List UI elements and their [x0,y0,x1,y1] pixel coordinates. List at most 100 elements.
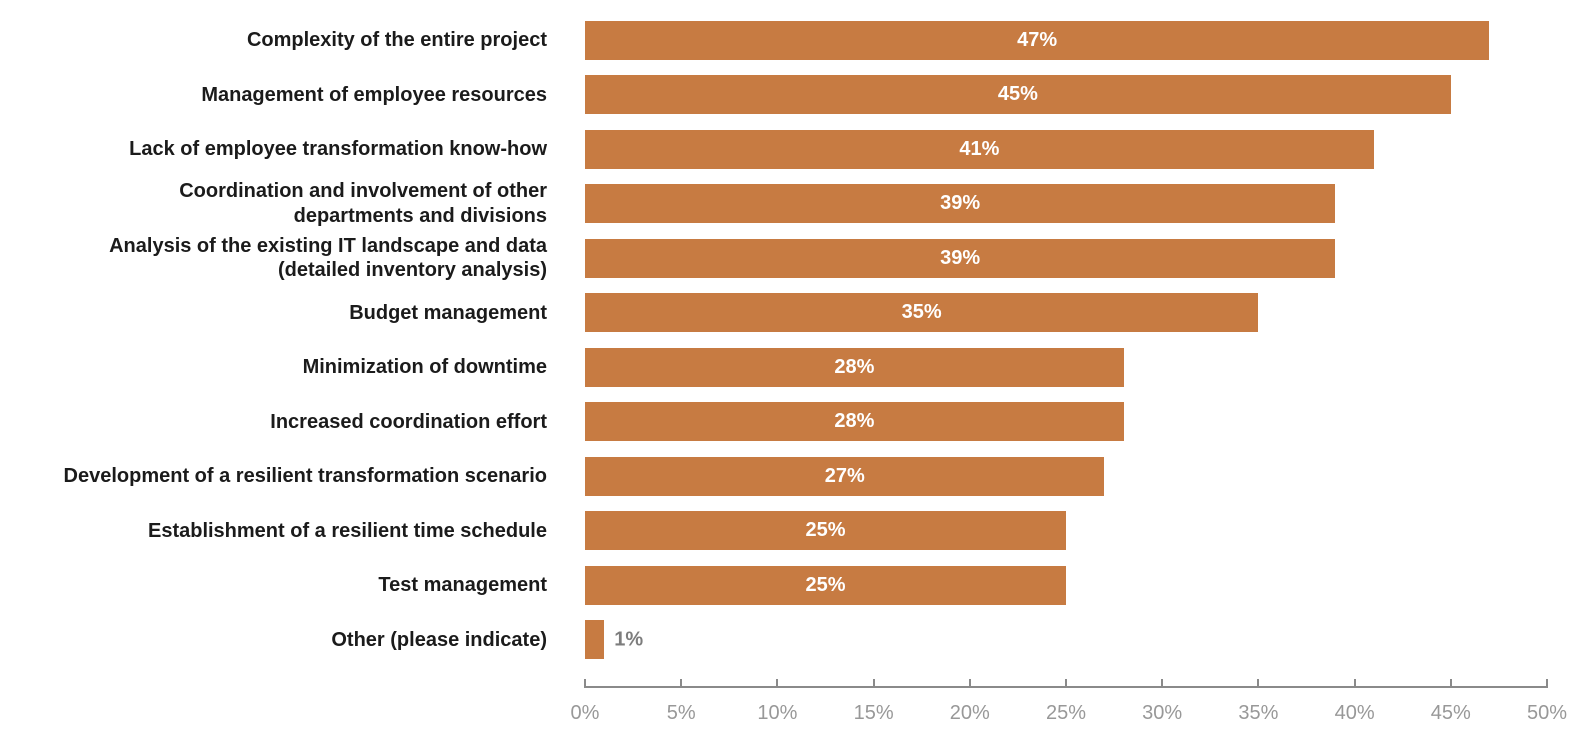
bar-track: 45% [585,75,1582,115]
bar-track: 28% [585,347,1582,387]
chart-row: Coordination and involvement of other dep… [0,177,1582,232]
bar: 39% [585,184,1336,224]
category-label: Analysis of the existing IT landscape an… [0,234,585,283]
value-label: 41% [959,137,1000,160]
bar: 47% [585,20,1490,60]
bar: 28% [585,347,1124,387]
x-axis-tick-label: 0% [570,702,600,724]
category-label-line: Management of employee resources [201,83,547,106]
category-label-line: Other (please indicate) [331,628,547,651]
bar-track: 39% [585,238,1582,278]
x-axis-tick [1257,679,1260,688]
bar-track: 39% [585,184,1582,224]
x-axis-tick-label: 10% [757,702,798,724]
category-label: Development of a resilient transformatio… [0,464,585,488]
value-label: 47% [1017,28,1058,51]
bar: 45% [585,75,1451,115]
category-label-line: Coordination and involvement of other [179,180,547,203]
category-label-line: (detailed inventory analysis) [278,259,547,282]
x-axis-tick-label: 45% [1430,702,1471,724]
bar-track: 25% [585,511,1582,551]
bar-track: 25% [585,565,1582,605]
category-label-line: departments and divisions [293,204,547,227]
category-label-line: Complexity of the entire project [246,29,547,52]
chart-row: Other (please indicate) 1% [0,613,1582,668]
bar: 27% [585,456,1105,496]
chart-row: Management of employee resources 45% [0,68,1582,123]
x-axis-tick-label: 50% [1526,702,1568,724]
chart-row: Complexity of the entire project 47% [0,13,1582,68]
category-label-line: Test management [378,574,547,597]
value-label: 39% [940,192,981,215]
chart-row: Budget management 35% [0,286,1582,341]
chart-row: Analysis of the existing IT landscape an… [0,231,1582,286]
chart-row: Development of a resilient transformatio… [0,449,1582,504]
value-label: 28% [834,355,875,378]
category-label-line: Lack of employee transformation know-how [129,138,547,161]
x-axis-tick-label: 20% [949,702,990,724]
value-label: 45% [997,83,1038,106]
category-label-line: Minimization of downtime [302,356,547,379]
value-label: 27% [824,464,865,487]
bar: 28% [585,402,1124,442]
x-axis-tick [1353,679,1356,688]
x-axis-tick [680,679,683,688]
bar: 25% [585,511,1066,551]
x-axis-tick [1546,679,1548,688]
category-label: Management of employee resources [0,83,585,107]
category-label: Lack of employee transformation know-how [0,137,585,161]
category-label: Budget management [0,301,585,325]
x-axis-tick-label: 40% [1334,702,1375,724]
x-axis-tick-label: 30% [1142,702,1183,724]
bar-track: 41% [585,129,1582,169]
value-label: 1% [614,628,644,651]
category-label-line: Development of a resilient transformatio… [63,465,547,488]
category-label-line: Budget management [349,301,547,324]
x-axis-tick [584,679,586,688]
category-label-line: Increased coordination effort [270,410,547,433]
x-axis-tick-label: 25% [1045,702,1087,724]
category-label: Complexity of the entire project [0,28,585,52]
chart-row: Establishment of a resilient time schedu… [0,504,1582,559]
bar: 35% [585,293,1259,333]
value-label: 25% [805,573,846,596]
bar: 25% [585,565,1066,605]
x-axis-tick [872,679,875,688]
x-axis-tick [968,679,971,688]
x-axis-tick [1161,679,1164,688]
bar-track: 35% [585,293,1582,333]
value-label: 28% [834,410,875,433]
x-axis-line-row [584,679,1548,688]
bar: 41% [585,129,1374,169]
x-axis-tick-label: 5% [666,702,696,724]
x-axis-tick [1449,679,1452,688]
category-label: Minimization of downtime [0,355,585,379]
category-label: Test management [0,573,585,597]
bar-track: 1% [585,620,1582,660]
chart-row: Minimization of downtime 28% [0,340,1582,395]
value-label: 25% [805,519,846,542]
category-label: Other (please indicate) [0,628,585,652]
bar-track: 27% [585,456,1582,496]
category-label: Coordination and involvement of other dep… [0,179,585,228]
x-axis: 0% 5% 10% 15% 20% 25% 30% 35% 40% 45% 50% [571,679,1567,728]
chart-row: Increased coordination effort 28% [0,395,1582,450]
category-label-line: Establishment of a resilient time schedu… [147,519,547,542]
bar-track: 47% [585,20,1582,60]
value-label: 39% [940,246,981,269]
x-axis-tick-label: 15% [853,702,894,724]
category-label: Establishment of a resilient time schedu… [0,519,585,543]
x-axis-labels: 0% 5% 10% 15% 20% 25% 30% 35% 40% 45% 50% [571,702,1567,728]
bar [585,620,605,660]
chart-rows: Complexity of the entire project 47% Manag… [0,13,1582,668]
value-label: 35% [901,301,942,324]
category-label-line: Analysis of the existing IT landscape an… [109,234,547,257]
bar: 39% [585,238,1336,278]
chart-row: Lack of employee transformation know-how… [0,122,1582,177]
x-axis-tick-label: 35% [1238,702,1279,724]
category-label: Increased coordination effort [0,410,585,434]
x-axis-tick [776,679,779,688]
bar-track: 28% [585,402,1582,442]
chart-row: Test management 25% [0,558,1582,613]
